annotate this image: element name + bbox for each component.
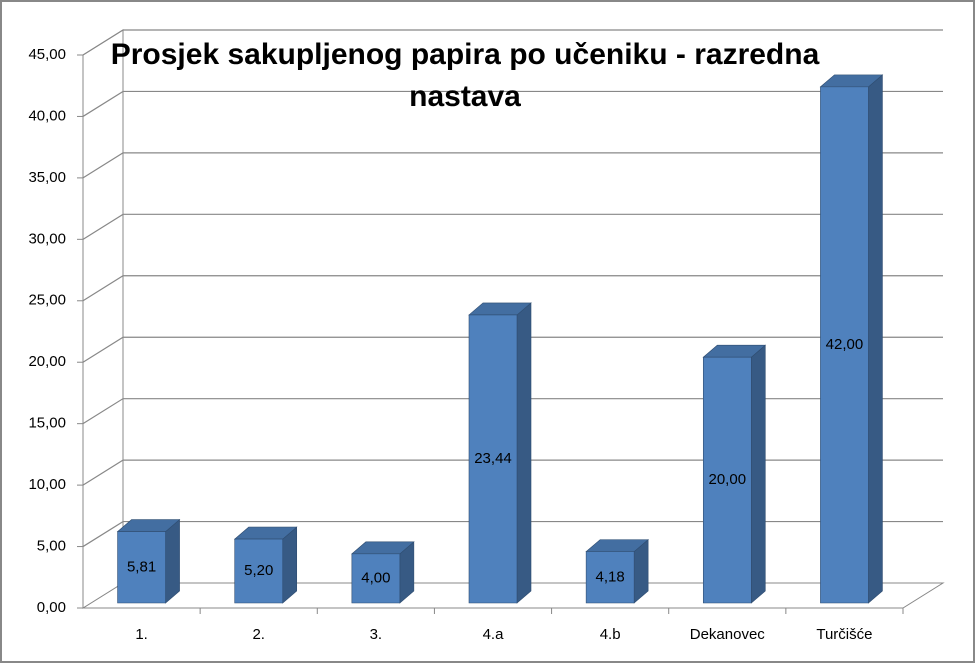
bar bbox=[819, 74, 884, 604]
x-tick-label: 4.a bbox=[483, 626, 505, 643]
bar-front bbox=[820, 86, 869, 604]
y-tick-label: 45,00 bbox=[28, 46, 66, 63]
x-tick-label: 1. bbox=[135, 626, 148, 643]
x-tick-label: Turčišće bbox=[816, 626, 872, 643]
bar-front bbox=[351, 553, 401, 604]
y-tick-label: 40,00 bbox=[28, 107, 66, 124]
grid-line bbox=[82, 29, 943, 56]
data-label: 4,00 bbox=[361, 569, 390, 586]
y-tick-label: 0,00 bbox=[37, 599, 66, 616]
bar-front bbox=[585, 551, 635, 604]
data-label: 23,44 bbox=[474, 450, 512, 467]
bar bbox=[468, 302, 532, 604]
bar-front bbox=[117, 531, 166, 604]
bar-side bbox=[868, 74, 883, 604]
y-tick-label: 35,00 bbox=[28, 169, 66, 186]
bar-front bbox=[234, 538, 284, 604]
grid-line bbox=[82, 520, 943, 548]
y-tick-label: 25,00 bbox=[28, 292, 66, 309]
x-tick-label: Dekanovec bbox=[690, 626, 766, 643]
x-tick-label: 4.b bbox=[600, 626, 621, 643]
grid-line bbox=[82, 336, 943, 363]
bar bbox=[233, 526, 298, 604]
y-tick-label: 20,00 bbox=[28, 353, 66, 370]
data-label: 42,00 bbox=[826, 336, 864, 353]
grid-line bbox=[82, 90, 943, 117]
bar bbox=[702, 344, 767, 604]
data-label: 5,81 bbox=[127, 558, 156, 575]
bar bbox=[585, 538, 649, 604]
bar-front bbox=[468, 314, 518, 604]
bar-front bbox=[702, 356, 752, 604]
bar bbox=[116, 518, 181, 604]
chart-title: Prosjek sakupljenog papira po učeniku - … bbox=[110, 38, 820, 113]
bar-side bbox=[282, 526, 298, 604]
bar-side bbox=[165, 518, 180, 604]
data-label: 5,20 bbox=[244, 562, 273, 579]
bar-side bbox=[516, 302, 532, 604]
x-tick-label: 3. bbox=[370, 626, 383, 643]
grid-line bbox=[82, 459, 943, 486]
bar-side bbox=[750, 344, 766, 604]
y-tick-label: 5,00 bbox=[37, 538, 66, 555]
bar bbox=[351, 541, 415, 604]
y-tick-label: 15,00 bbox=[28, 415, 66, 432]
y-tick-label: 30,00 bbox=[28, 230, 66, 247]
grid-line bbox=[82, 213, 943, 240]
grid-line bbox=[82, 152, 943, 179]
grid-line bbox=[82, 398, 943, 425]
data-label: 20,00 bbox=[709, 471, 747, 488]
y-tick-label: 10,00 bbox=[28, 476, 66, 493]
x-tick-label: 2. bbox=[252, 626, 265, 643]
grid-line bbox=[82, 275, 943, 302]
data-label: 4,18 bbox=[596, 568, 625, 585]
